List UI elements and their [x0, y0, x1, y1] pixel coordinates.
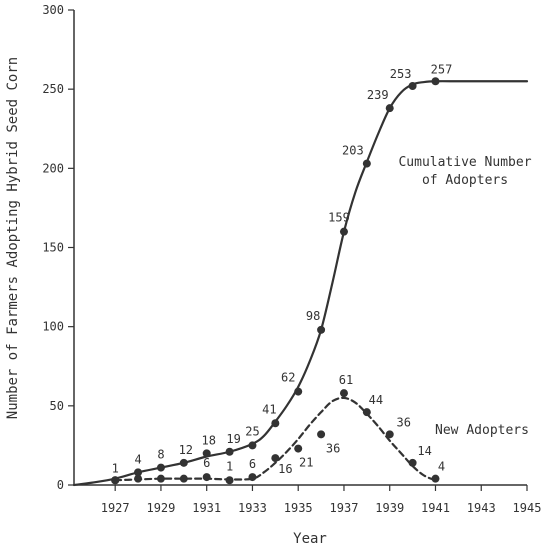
new-point: [134, 474, 143, 483]
cumulative-data-label: 19: [226, 432, 240, 446]
new-point: [248, 473, 257, 482]
new-point: [362, 408, 371, 417]
cumulative-data-label: 203: [342, 144, 364, 158]
new-data-label: 4: [438, 460, 445, 474]
cumulative-data-label: 253: [390, 67, 412, 81]
new-point: [202, 473, 211, 482]
x-tick-label: 1937: [330, 501, 359, 515]
new-data-label: 36: [326, 441, 340, 455]
y-tick-label: 0: [57, 478, 64, 492]
points-layer: [111, 77, 440, 485]
cumulative-data-label: 4: [134, 452, 141, 466]
y-tick-label: 100: [42, 320, 64, 334]
cumulative-data-label: 239: [367, 88, 389, 102]
new-point: [179, 474, 188, 483]
cumulative-point: [431, 77, 440, 86]
new-adopters-annotation: New Adopters: [435, 423, 529, 438]
cumulative-data-label: 41: [262, 402, 276, 416]
new-point: [225, 476, 234, 485]
new-data-label: 6: [249, 457, 256, 471]
x-tick-label: 1927: [101, 501, 130, 515]
new-point: [385, 430, 394, 439]
new-point: [156, 474, 165, 483]
cumulative-data-label: 1: [112, 461, 119, 475]
new-point: [431, 474, 440, 483]
new-point: [317, 430, 326, 439]
cumulative-point: [362, 159, 371, 168]
cumulative-annotation-line2: of Adopters: [422, 173, 508, 188]
new-data-label: 44: [369, 393, 383, 407]
cumulative-data-label: 62: [281, 371, 295, 385]
ticks-layer: 1927 1929 1931 1933 1935 1937 1939 1941 1943 1945…: [42, 3, 541, 515]
new-data-label: 61: [339, 373, 353, 387]
cumulative-point: [408, 82, 417, 90]
cumulative-data-label: 8: [157, 448, 164, 462]
new-data-label: 1: [226, 459, 233, 473]
cumulative-data-label: 12: [179, 443, 193, 457]
x-tick-label: 1931: [192, 501, 221, 515]
x-tick-label: 1929: [146, 501, 175, 515]
cumulative-point: [134, 468, 143, 477]
cumulative-data-label: 257: [431, 62, 453, 76]
cumulative-point: [339, 227, 348, 236]
x-tick-label: 1941: [421, 501, 450, 515]
new-data-label: 21: [299, 456, 313, 470]
x-tick-label: 1933: [238, 501, 267, 515]
cumulative-point: [179, 458, 188, 467]
cumulative-data-label: 98: [306, 309, 320, 323]
cumulative-point: [225, 447, 234, 456]
new-data-label: 36: [397, 415, 411, 429]
y-tick-label: 50: [50, 399, 64, 413]
cumulative-point: [248, 441, 257, 450]
cumulative-point: [385, 104, 394, 113]
cumulative-point: [317, 325, 326, 334]
new-point: [339, 389, 348, 398]
x-tick-label: 1943: [467, 501, 496, 515]
x-tick-label: 1945: [513, 501, 542, 515]
new-point: [111, 476, 120, 485]
cumulative-annotation-line1: Cumulative Number: [398, 155, 531, 170]
y-tick-label: 250: [42, 82, 64, 96]
y-tick-label: 300: [42, 3, 64, 17]
new-point: [408, 458, 417, 467]
cumulative-point: [294, 387, 303, 396]
new-data-label: 14: [417, 444, 431, 458]
x-tick-label: 1935: [284, 501, 313, 515]
cumulative-data-label: 159: [328, 211, 350, 225]
cumulative-data-label: 18: [201, 433, 215, 447]
cumulative-point: [202, 449, 211, 458]
x-axis-title: Year: [293, 531, 327, 547]
x-tick-label: 1939: [375, 501, 404, 515]
y-axis-title: Number of Farmers Adopting Hybrid Seed C…: [5, 57, 21, 419]
new-data-label: 16: [278, 462, 292, 476]
y-tick-label: 150: [42, 241, 64, 255]
new-point: [271, 454, 280, 463]
cumulative-data-label: 25: [245, 424, 259, 438]
new-curve: [114, 396, 437, 482]
new-data-label: 6: [203, 456, 210, 470]
new-point: [294, 444, 303, 453]
y-tick-label: 200: [42, 161, 64, 175]
cumulative-point: [271, 419, 280, 428]
cumulative-point: [156, 463, 165, 472]
